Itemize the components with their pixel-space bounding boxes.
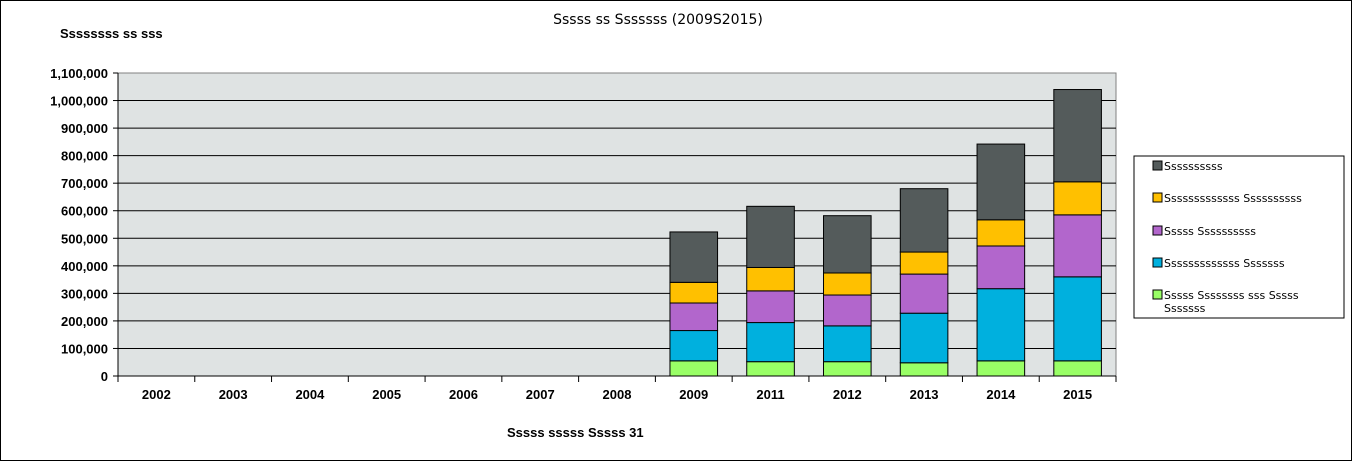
- x-tick-label: 2005: [372, 387, 401, 402]
- bar-segment: [823, 294, 872, 327]
- y-tick-label: 100,000: [61, 341, 108, 356]
- y-tick-label: 700,000: [61, 176, 108, 191]
- y-tick-label: 0: [101, 369, 108, 384]
- bar-segment: [823, 325, 872, 363]
- y-tick-label: 400,000: [61, 259, 108, 274]
- bar-segment: [1053, 89, 1102, 183]
- y-tick-label: 500,000: [61, 231, 108, 246]
- bar-segment: [669, 302, 719, 332]
- bar-segment: [976, 288, 1026, 362]
- legend: Ssssssssss Sssssssssssss Ssssssssss Sssss …: [1133, 155, 1345, 319]
- x-tick-label: 2013: [910, 387, 939, 402]
- bar-segment: [823, 361, 872, 377]
- x-tick-label: 2015: [1063, 387, 1092, 402]
- bar-segment: [746, 290, 795, 324]
- x-tick-label: 2002: [142, 387, 171, 402]
- bar-segment: [669, 231, 719, 283]
- plot-area: 0 100,000 200,000 300,000 400,000 500,000 600,…: [50, 66, 1117, 402]
- bar-segment: [976, 360, 1026, 377]
- bar-segment: [976, 143, 1026, 221]
- bar-segment: [669, 360, 719, 377]
- x-tick-label: 2006: [449, 387, 478, 402]
- bar-segment: [746, 205, 795, 268]
- x-tick-label: 2014: [986, 387, 1016, 402]
- bar-segment: [669, 330, 719, 362]
- bar-segment: [976, 245, 1026, 290]
- x-tick-label: 2009: [679, 387, 708, 402]
- x-tick-label: 2004: [295, 387, 325, 402]
- y-tick-label: 1,100,000: [50, 66, 108, 81]
- y-tick-label: 300,000: [61, 286, 108, 301]
- bar-segment: [1053, 214, 1102, 278]
- x-tick-label: 2012: [833, 387, 862, 402]
- x-tick-label: 2003: [219, 387, 248, 402]
- bar-segment: [976, 219, 1026, 247]
- y-axis-label: Ssssssss ss sss: [60, 26, 163, 41]
- legend-box: [1133, 155, 1345, 319]
- x-tick-label: 2007: [526, 387, 555, 402]
- y-tick-label: 1,000,000: [50, 94, 108, 109]
- bar-segment: [899, 273, 949, 314]
- x-axis-label: Sssss sssss Sssss 31: [507, 425, 644, 440]
- legend-label: Sssss Ssssssssss: [1164, 225, 1256, 238]
- y-tick-label: 800,000: [61, 149, 108, 164]
- bar-segment: [746, 361, 795, 377]
- y-tick-label: 200,000: [61, 314, 108, 329]
- bar-segment: [899, 362, 949, 377]
- chart-title: Sssss ss Sssssss (2009S2015): [553, 12, 763, 28]
- bar-segment: [823, 215, 872, 274]
- legend-swatch: [1152, 192, 1163, 203]
- bar-segment: [899, 188, 949, 253]
- bar-segment: [823, 272, 872, 296]
- y-tick-label: 600,000: [61, 204, 108, 219]
- x-tick-label: 2008: [603, 387, 632, 402]
- bar-segment: [1053, 181, 1102, 216]
- legend-swatch: [1152, 225, 1163, 236]
- plot-background: [117, 72, 1117, 377]
- bar-segment: [899, 312, 949, 364]
- bar-segment: [669, 281, 719, 304]
- bar-segment: [746, 322, 795, 363]
- legend-swatch: [1152, 289, 1163, 300]
- legend-label: Sssssssssssss Ssssssssss: [1164, 192, 1302, 205]
- y-tick-label: 900,000: [61, 121, 108, 136]
- legend-label: Sssss Ssssssss sss Sssss: [1164, 289, 1299, 302]
- bar-segment: [1053, 360, 1102, 377]
- x-tick-label: 2011: [756, 387, 784, 402]
- bar-segment: [899, 251, 949, 275]
- legend-label: Ssssssssss: [1164, 160, 1223, 173]
- bar-segment: [746, 266, 795, 292]
- legend-swatch: [1152, 160, 1163, 171]
- bar-segment: [1053, 276, 1102, 362]
- legend-swatch: [1152, 257, 1163, 268]
- legend-label: Sssssssssssss Sssssss: [1164, 257, 1285, 270]
- legend-label: Sssssss: [1164, 302, 1206, 315]
